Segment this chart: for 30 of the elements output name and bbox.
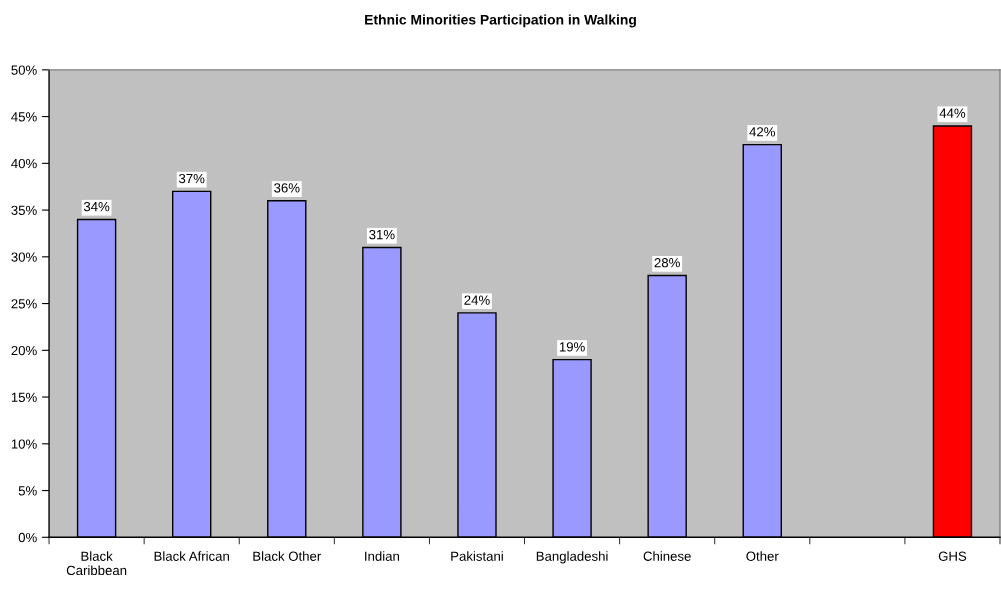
y-tick-label: 30% bbox=[11, 252, 37, 262]
x-tick-label: Indian bbox=[365, 551, 399, 561]
data-label: 34% bbox=[83, 201, 110, 212]
data-label: 42% bbox=[749, 127, 775, 137]
data-label: 44% bbox=[939, 108, 966, 118]
y-tick-label: 40% bbox=[11, 158, 37, 169]
data-label: 37% bbox=[178, 173, 205, 184]
y-tick-label: 20% bbox=[11, 345, 37, 356]
x-tick-label: Chinese bbox=[643, 551, 691, 561]
y-tick-label: 45% bbox=[11, 112, 37, 122]
y-tick-label: 50% bbox=[11, 65, 37, 75]
data-label: 36% bbox=[274, 183, 300, 193]
y-tick-label: 35% bbox=[11, 205, 37, 215]
y-tick-label: 5% bbox=[18, 486, 37, 496]
y-tick-label: 25% bbox=[11, 299, 37, 309]
y-tick-label: 15% bbox=[11, 392, 37, 402]
y-tick-label: 0% bbox=[18, 532, 37, 543]
x-tick-label: Black Caribbean bbox=[66, 551, 127, 576]
x-tick-label: Pakistani bbox=[451, 551, 503, 561]
x-tick-label: Bangladeshi bbox=[536, 551, 608, 564]
x-tick-label: Black Other bbox=[253, 551, 322, 561]
data-label: 31% bbox=[369, 229, 395, 240]
x-tick-label: GHS bbox=[938, 551, 967, 561]
y-tick-label: 10% bbox=[11, 439, 37, 449]
chart-title: Ethnic Minorities Participation in Walking bbox=[365, 14, 636, 28]
x-tick-label: Black African bbox=[154, 551, 229, 561]
data-label: 28% bbox=[654, 258, 680, 268]
x-tick-label: Other bbox=[746, 551, 779, 561]
data-label: 19% bbox=[559, 342, 585, 352]
data-label: 24% bbox=[464, 295, 490, 305]
